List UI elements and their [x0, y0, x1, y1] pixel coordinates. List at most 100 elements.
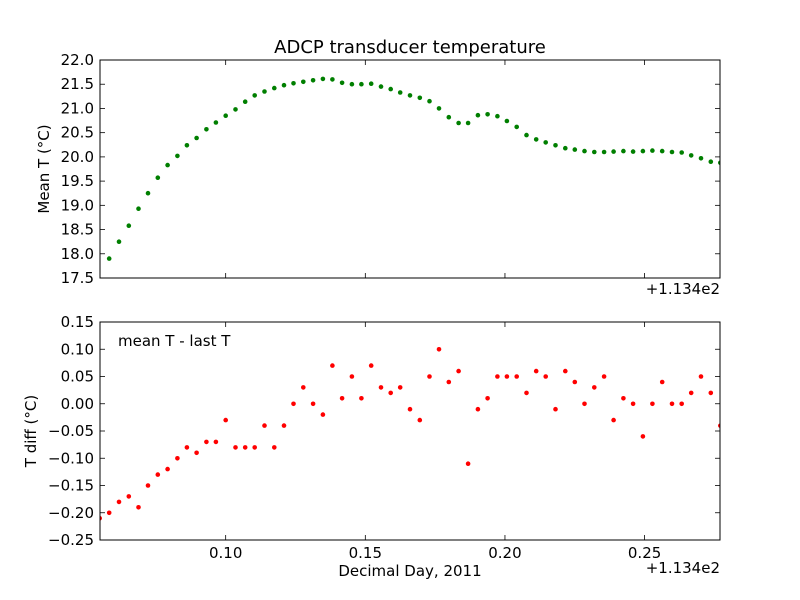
top-data-point: [446, 114, 452, 120]
top-data-point: [592, 149, 597, 155]
top-data-point: [475, 112, 481, 118]
top-data-point: [136, 206, 141, 211]
top-data-point: [388, 86, 394, 92]
bottom-data-point: [155, 472, 161, 477]
bottom-data-point: [136, 505, 141, 510]
top-data-point: [630, 149, 636, 154]
top-data-point: [368, 81, 374, 86]
top-data-point: [233, 107, 238, 112]
top-data-point: [533, 137, 539, 142]
bottom-data-point: [262, 423, 267, 428]
top-data-point: [427, 98, 432, 104]
bottom-data-point: [582, 401, 587, 407]
top-subplot: ADCP transducer temperature 17.5 18.0 18.5…: [35, 37, 721, 298]
bottom-data-point: [621, 396, 626, 401]
top-data-point: [465, 120, 471, 126]
top-data-point: [669, 149, 675, 155]
bottom-axes-frame: [99, 321, 721, 541]
top-data-point: [456, 120, 461, 126]
bottom-data-point: [378, 385, 384, 390]
top-y-tick-label: 21.5: [61, 75, 94, 93]
bottom-data-point: [601, 374, 607, 379]
bottom-annotation: mean T - last T: [118, 332, 231, 350]
top-y-tick-label: 22.0: [61, 51, 94, 69]
top-data-point: [553, 143, 558, 148]
top-data-point: [272, 85, 277, 91]
bottom-x-tick-label: 0.20: [488, 544, 521, 562]
bottom-x-tick-label: 0.25: [628, 544, 661, 562]
bottom-data-point: [495, 374, 500, 379]
bottom-x-axis-label: Decimal Day, 2011: [338, 562, 481, 580]
top-data-point: [359, 81, 364, 87]
top-data-point: [155, 175, 161, 180]
top-x-offset-label: +1.134e2: [646, 280, 720, 298]
bottom-subplot: −0.25 −0.20 −0.15 −0.10 −0.05 0.00 0.05 0.10 0.1…: [22, 313, 721, 580]
top-data-point: [349, 81, 355, 87]
bottom-data-point: [330, 363, 335, 368]
bottom-data-point: [291, 401, 296, 407]
top-data-point: [106, 256, 112, 261]
top-data-point: [330, 77, 335, 82]
top-data-point: [563, 145, 568, 151]
bottom-data-point: [465, 461, 471, 467]
bottom-data-point: [145, 483, 151, 488]
bottom-data-point: [301, 385, 306, 390]
top-data-point: [708, 159, 714, 164]
bottom-data-point: [126, 494, 132, 499]
top-data-point: [698, 156, 704, 161]
top-data-point: [252, 93, 257, 98]
bottom-data-point: [233, 445, 238, 450]
bottom-data-point: [310, 401, 316, 407]
top-data-point: [621, 148, 626, 154]
bottom-data-point: [543, 374, 548, 379]
top-y-tick-label: 20.0: [61, 148, 94, 166]
top-y-tick-label: 21.0: [61, 99, 94, 117]
bottom-data-point: [553, 406, 558, 412]
top-y-tick-label: 19.5: [61, 172, 94, 190]
bottom-y-tick-label: −0.25: [48, 531, 94, 549]
top-data-point: [213, 120, 219, 125]
top-data-point: [611, 149, 616, 154]
top-axes-frame: [99, 59, 721, 279]
top-data-point: [262, 89, 267, 94]
bottom-series-points: [100, 347, 720, 521]
top-y-axis-label: Mean T (°C): [35, 124, 53, 213]
top-data-point: [116, 239, 122, 244]
bottom-data-point: [116, 499, 122, 505]
bottom-data-point: [669, 401, 675, 407]
top-data-point: [310, 78, 316, 83]
bottom-data-point: [349, 374, 355, 379]
bottom-data-point: [592, 385, 597, 390]
bottom-data-point: [252, 445, 257, 450]
bottom-data-point: [475, 406, 481, 412]
top-axis-ticks: 17.5 18.0 18.5 19.0 19.5 20.0 20.5 21.0 21.5 22.0: [61, 51, 720, 287]
top-y-tick-label: 19.0: [61, 196, 94, 214]
top-data-point: [223, 113, 228, 118]
top-data-point: [194, 135, 199, 141]
top-y-tick-label: 18.0: [61, 245, 94, 263]
top-data-point: [572, 147, 578, 152]
bottom-data-point: [698, 374, 704, 379]
bottom-data-point: [194, 450, 199, 456]
bottom-data-point: [165, 466, 170, 472]
bottom-data-point: [359, 396, 364, 401]
bottom-data-point: [514, 374, 519, 379]
bottom-data-point: [184, 445, 190, 450]
bottom-data-point: [427, 374, 432, 379]
top-data-point: [242, 99, 248, 104]
top-data-point: [688, 153, 694, 158]
top-data-point: [504, 118, 510, 124]
bottom-data-point: [281, 423, 287, 428]
bottom-data-point: [436, 347, 442, 352]
bottom-x-tick-label: 0.10: [209, 544, 242, 562]
bottom-data-point: [417, 417, 423, 423]
bottom-y-tick-label: −0.10: [48, 449, 94, 467]
bottom-data-point: [388, 390, 394, 396]
bottom-data-point: [504, 374, 510, 379]
bottom-data-point: [708, 390, 714, 396]
top-data-point: [679, 150, 684, 155]
top-y-tick-label: 20.5: [61, 124, 94, 142]
top-data-point: [397, 90, 403, 95]
